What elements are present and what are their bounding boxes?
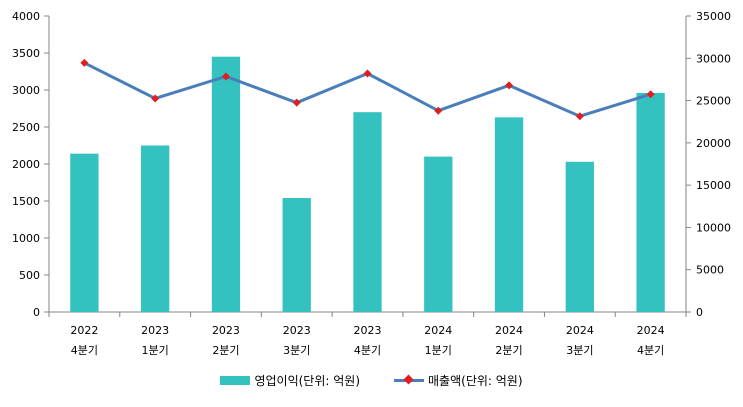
- bar-operating-profit: [636, 92, 665, 313]
- bar-operating-profit: [424, 156, 453, 312]
- x-tick-label-year: 2023: [141, 324, 169, 337]
- x-tick-label-quarter: 2분기: [495, 344, 522, 357]
- point-revenue: [575, 112, 584, 121]
- y-left-tick-label: 3000: [12, 84, 40, 97]
- x-tick-label-year: 2024: [424, 324, 452, 337]
- x-tick-label-year: 2024: [495, 324, 523, 337]
- x-tick-label-year: 2023: [354, 324, 382, 337]
- x-tick-label-year: 2023: [283, 324, 311, 337]
- legend-label-revenue: 매출액(단위: 억원): [428, 374, 523, 388]
- y-right-tick-label: 15000: [696, 179, 731, 192]
- x-tick-label-quarter: 2분기: [212, 344, 239, 357]
- point-revenue: [646, 90, 655, 99]
- legend-line-swatch: [394, 374, 425, 385]
- x-tick-label-quarter: 3분기: [566, 344, 593, 357]
- x-tick-label-year: 2022: [70, 324, 98, 337]
- x-tick-label-year: 2024: [566, 324, 594, 337]
- point-revenue: [151, 94, 160, 103]
- y-right-tick-label: 35000: [696, 10, 731, 23]
- legend-item-revenue: 매출액(단위: 억원): [394, 372, 523, 389]
- y-left-tick-label: 4000: [12, 10, 40, 23]
- x-tick-label-quarter: 3분기: [283, 344, 310, 357]
- y-right-tick-label: 5000: [696, 264, 724, 277]
- x-tick-label-year: 2024: [637, 324, 665, 337]
- x-tick-label-quarter: 1분기: [425, 344, 452, 357]
- legend: 영업이익(단위: 억원) 매출액(단위: 억원): [0, 372, 743, 389]
- x-tick-label-quarter: 4분기: [71, 344, 98, 357]
- x-tick-label-quarter: 1분기: [142, 344, 169, 357]
- bar-operating-profit: [494, 117, 524, 312]
- bar-operating-profit: [353, 112, 382, 312]
- y-right-tick-label: 20000: [696, 137, 731, 150]
- point-revenue: [505, 81, 514, 90]
- y-left-tick-label: 2500: [12, 121, 40, 134]
- y-left-tick-label: 1000: [12, 232, 40, 245]
- y-left-tick-label: 0: [33, 306, 40, 319]
- bar-operating-profit: [70, 153, 99, 312]
- y-right-tick-label: 0: [696, 306, 703, 319]
- y-left-tick-label: 3500: [12, 47, 40, 60]
- point-revenue: [434, 106, 443, 115]
- point-revenue: [80, 58, 89, 67]
- point-revenue: [363, 69, 372, 78]
- y-right-tick-label: 25000: [696, 95, 731, 108]
- y-right-tick-label: 30000: [696, 52, 731, 65]
- bar-operating-profit: [282, 198, 311, 312]
- x-tick-label-quarter: 4분기: [354, 344, 381, 357]
- y-right-tick-label: 10000: [696, 221, 731, 234]
- legend-item-operating-profit: 영업이익(단위: 억원): [220, 372, 360, 389]
- point-revenue: [292, 98, 301, 107]
- legend-bar-swatch: [220, 376, 251, 385]
- y-left-tick-label: 1500: [12, 195, 40, 208]
- bar-operating-profit: [141, 145, 170, 312]
- bar-operating-profit: [565, 161, 594, 312]
- bar-operating-profit: [211, 56, 241, 313]
- legend-label-operating-profit: 영업이익(단위: 억원): [254, 374, 361, 388]
- point-revenue: [221, 72, 230, 81]
- x-tick-label-quarter: 4분기: [637, 344, 664, 357]
- y-left-tick-label: 2000: [12, 158, 40, 171]
- y-left-tick-label: 500: [19, 269, 40, 282]
- x-tick-label-year: 2023: [212, 324, 240, 337]
